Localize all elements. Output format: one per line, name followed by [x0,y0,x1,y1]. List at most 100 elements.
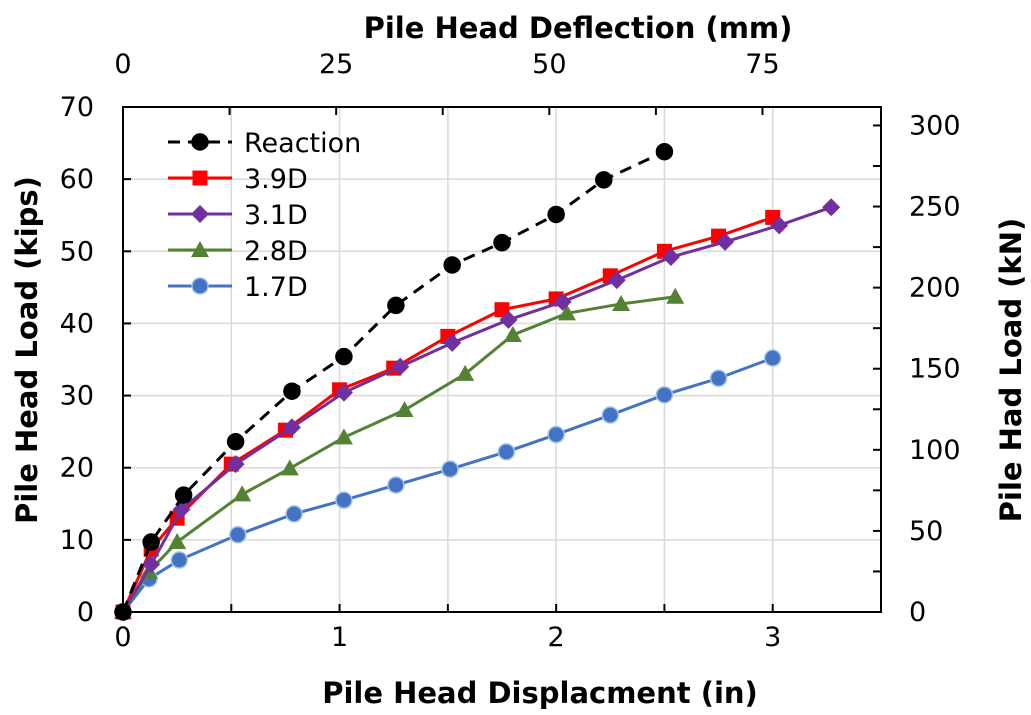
data-point [229,526,247,544]
data-point [499,310,518,329]
data-point [114,603,132,621]
legend-label: 3.1D [244,200,308,231]
series-line [121,356,774,613]
series-line [121,150,666,613]
data-point [493,233,511,252]
data-point [503,325,522,342]
legend-entry: Reaction [168,128,361,159]
series-reaction [114,142,674,621]
data-point [612,294,631,311]
data-point [655,386,674,404]
legend-entry: 3.9D [168,164,308,195]
series-3-1d [114,198,841,621]
data-point [334,383,353,402]
data-point [168,533,187,550]
data-point [441,460,459,478]
series-line [121,295,676,613]
data-point [280,459,299,476]
plot-area-frame [122,106,882,613]
series-2-8d [114,287,685,619]
legend-marker [191,241,209,257]
legend-marker [191,205,209,223]
data-point [716,232,735,251]
x2-axis-title: Pile Head Deflection (mm) [364,11,793,45]
y-tick-label: 60 [60,164,94,195]
data-point [456,364,475,381]
legend-marker [191,133,209,151]
data-point [547,205,565,224]
y2-tick-label: 200 [909,273,961,304]
y-tick-label: 0 [77,597,94,628]
x-tick-label: 3 [764,622,781,653]
x-tick-label: 2 [548,622,565,653]
data-point [170,551,189,569]
y-tick-label: 30 [60,381,94,412]
data-point [142,555,161,574]
y-tick-label: 10 [60,525,94,556]
data-point [335,491,353,509]
y2-tick-label: 250 [909,192,961,223]
data-point [494,302,510,318]
x-tick-label: 1 [331,622,348,653]
data-point [709,369,728,388]
x2-tick-label: 75 [745,49,779,80]
y2-tick-label: 0 [909,597,926,628]
y2-axis-title: Pile Had Load (kN) [994,218,1028,523]
y-tick-label: 50 [60,236,94,267]
series-1-7d [114,349,782,621]
series-line [121,205,832,613]
legend-label: 2.8D [244,236,308,267]
data-point [607,271,626,290]
data-point [443,333,462,352]
data-point [335,347,353,366]
data-point [283,382,301,400]
legend-label: 3.9D [244,164,308,195]
y2-tick-label: 150 [909,354,961,385]
data-point [226,432,245,451]
y2-tick-label: 50 [909,516,943,547]
data-point [770,216,789,235]
x2-tick-label: 50 [532,49,566,80]
x2-tick-label: 0 [114,49,131,80]
data-point [395,401,414,417]
x-axis-title: Pile Head Displacment (in) [322,676,758,710]
legend-marker [192,170,208,186]
data-point [655,142,674,161]
data-point [595,171,613,189]
data-point [497,443,516,461]
y-tick-label: 40 [60,308,94,339]
data-point [763,349,782,367]
y2-tick-label: 100 [909,435,961,466]
series-layer [114,142,841,621]
data-point [226,455,245,474]
x2-tick-label: 25 [319,49,353,80]
data-point [443,256,461,274]
data-point [334,428,353,445]
data-point [387,296,405,315]
legend: Reaction 3.9D 3.1D 2.8D 1.7D [168,128,361,303]
legend-entry: 2.8D [168,236,308,267]
data-point [387,476,405,494]
legend-entry: 3.1D [168,200,308,231]
legend-label: 1.7D [244,272,308,303]
data-point [391,357,410,376]
y2-tick-label: 300 [909,110,961,141]
data-point [822,198,841,217]
data-point [282,418,301,437]
data-point [285,505,303,523]
data-point [174,486,193,504]
y-axis-title: Pile Head Load (kips) [10,176,44,524]
data-point [233,485,252,502]
legend-entry: 1.7D [168,272,308,303]
data-point [557,304,576,321]
y-tick-label: 70 [60,92,94,123]
data-point [142,533,160,551]
data-point [666,287,685,304]
data-point [601,406,620,424]
y-tick-label: 20 [60,453,94,484]
legend-label: Reaction [244,128,361,159]
data-point [547,425,565,444]
legend-marker [191,277,209,295]
